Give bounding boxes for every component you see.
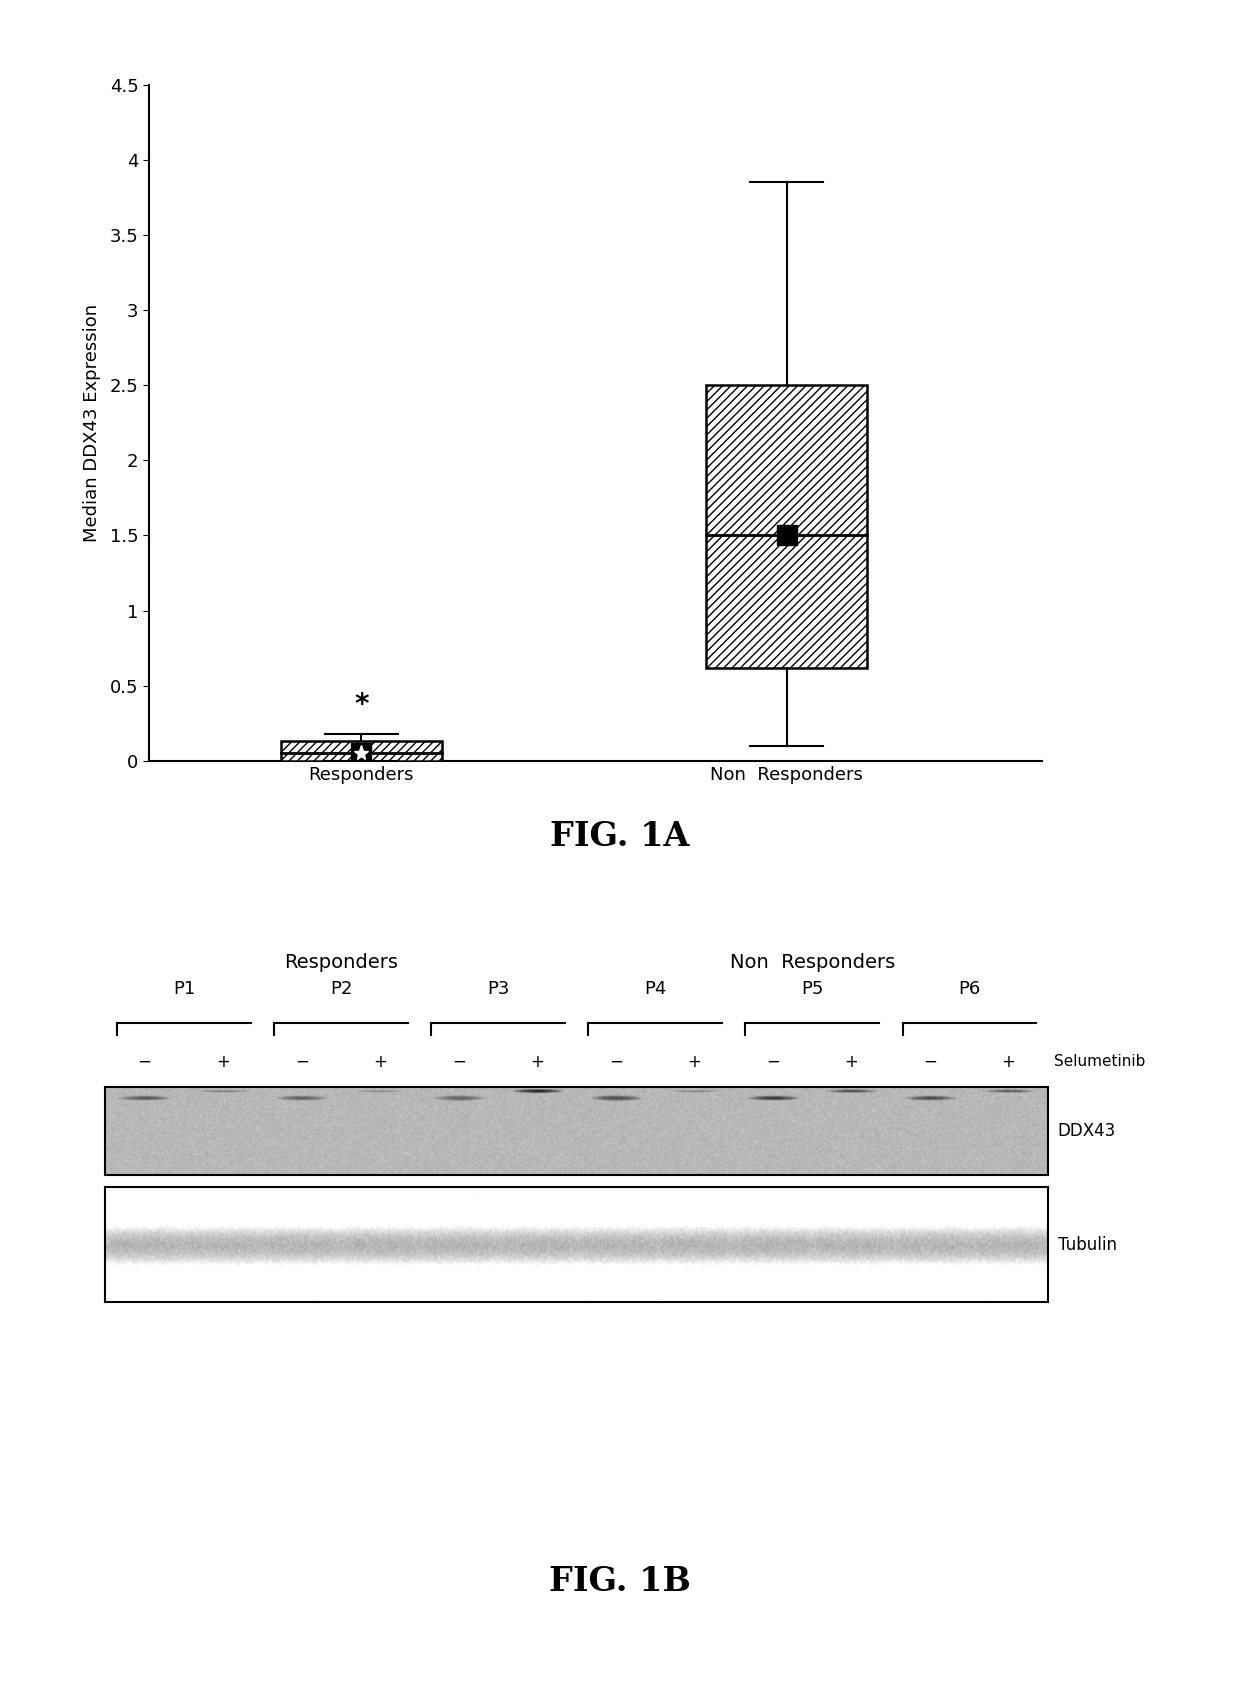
Text: −: − [923,1053,937,1070]
Text: *: * [355,692,368,719]
Text: P1: P1 [172,979,195,998]
Text: P3: P3 [487,979,510,998]
Bar [706,386,867,668]
Text: FIG. 1A: FIG. 1A [551,820,689,854]
Text: +: + [1002,1053,1016,1070]
Text: P4: P4 [644,979,666,998]
Text: Tubulin: Tubulin [1058,1236,1117,1253]
Text: +: + [531,1053,544,1070]
Text: Selumetinib: Selumetinib [1054,1055,1146,1069]
Text: −: − [451,1053,466,1070]
Text: −: − [138,1053,151,1070]
Text: DDX43: DDX43 [1058,1123,1116,1140]
Text: −: − [295,1053,309,1070]
Text: P2: P2 [330,979,352,998]
Bar [280,741,443,761]
Text: P5: P5 [801,979,823,998]
Y-axis label: Median DDX43 Expression: Median DDX43 Expression [83,304,102,541]
Text: +: + [373,1053,387,1070]
Text: P6: P6 [959,979,981,998]
Text: Responders: Responders [284,954,398,972]
Text: Non  Responders: Non Responders [729,954,895,972]
Text: FIG. 1B: FIG. 1B [549,1564,691,1598]
Text: +: + [216,1053,231,1070]
Text: +: + [687,1053,702,1070]
Text: −: − [609,1053,622,1070]
Text: −: − [766,1053,780,1070]
Text: +: + [844,1053,858,1070]
